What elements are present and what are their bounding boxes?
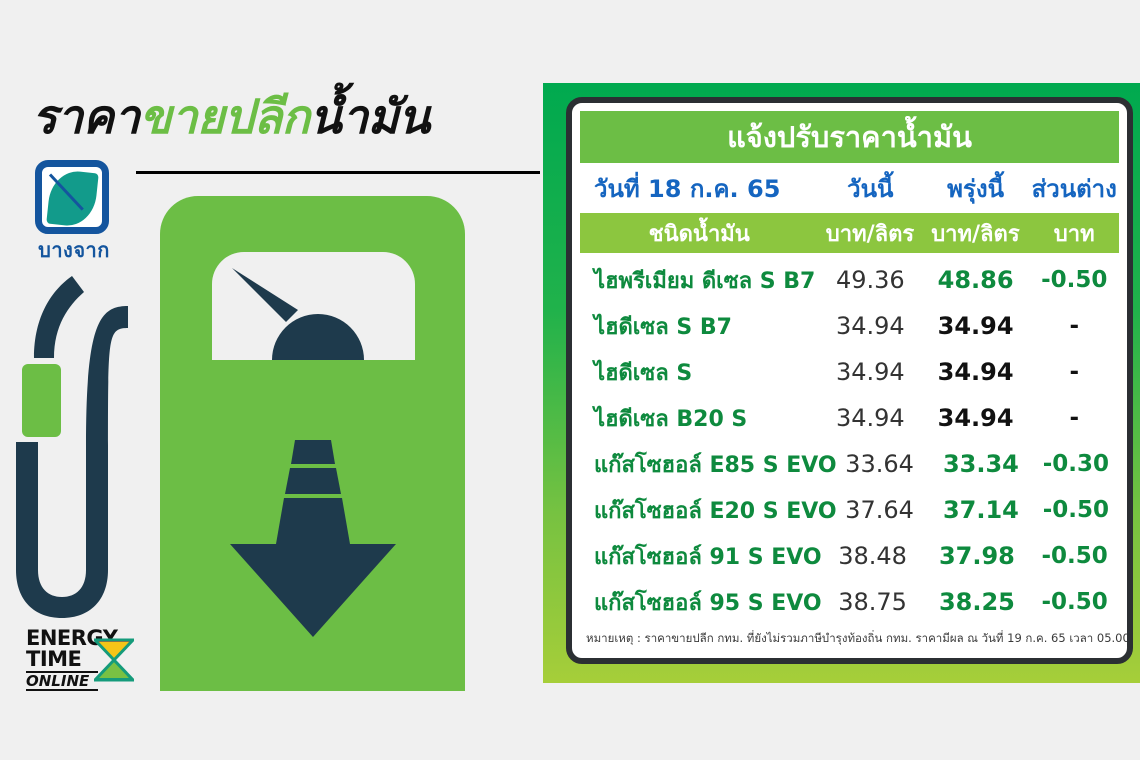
price-difference-cell: - — [1069, 313, 1079, 339]
price-difference-cell: -0.50 — [1041, 543, 1108, 569]
subheader-date: วันที่ 18 ก.ค. 65 — [594, 174, 781, 203]
tomorrow-price-cell: 37.14 — [942, 496, 1019, 524]
today-price-cell: 38.75 — [838, 588, 907, 616]
tomorrow-price-cell: 38.25 — [938, 588, 1015, 616]
fuel-type-cell: แก๊สโซฮอล์ E20 S EVO — [594, 498, 837, 524]
table-row: แก๊สโซฮอล์ E85 S EVO 33.64 33.34 -0.30 — [580, 441, 1119, 487]
fuel-nozzle-icon — [0, 270, 165, 625]
fuel-type-cell: ไฮดีเซล S — [594, 360, 693, 386]
energy-time-wordmark: ENERGY TIME ONLINE — [26, 626, 118, 691]
tomorrow-price-cell: 37.98 — [938, 542, 1015, 570]
fuel-type-cell: ไฮดีเซล B20 S — [594, 406, 748, 432]
down-arrow-icon — [230, 440, 396, 637]
header-fuel-type: ชนิดน้ำมัน — [648, 221, 750, 247]
fuel-type-cell: แก๊สโซฮอล์ 95 S EVO — [594, 590, 822, 616]
today-price-cell: 49.36 — [835, 266, 905, 294]
today-price-cell: 33.64 — [845, 450, 914, 478]
et-line-energy: ENERGY — [26, 626, 118, 650]
price-card-panel: แจ้งปรับราคาน้ำมัน วันที่ 18 ก.ค. 65 วัน… — [543, 83, 1140, 683]
subheader-tomorrow: พรุ่งนี้ — [947, 174, 1005, 203]
energy-time-online-logo: ENERGY TIME ONLINE — [26, 628, 134, 691]
tomorrow-price-cell: 48.86 — [937, 266, 1014, 294]
subheader-diff: ส่วนต่าง — [1031, 174, 1117, 203]
tomorrow-price-cell: 33.34 — [942, 450, 1019, 478]
table-row: แก๊สโซฮอล์ 91 S EVO 38.48 37.98 -0.50 — [580, 533, 1119, 579]
price-difference-cell: -0.50 — [1041, 267, 1108, 293]
price-difference-cell: -0.30 — [1042, 451, 1110, 477]
table-row: แก๊สโซฮอล์ E20 S EVO 37.64 37.14 -0.50 — [580, 487, 1119, 533]
title-divider — [136, 171, 540, 174]
table-row: ไฮพรีเมียม ดีเซล S B7 49.36 48.86 -0.50 — [580, 257, 1119, 303]
today-price-cell: 34.94 — [835, 404, 905, 432]
subheader-today: วันนี้ — [847, 174, 894, 203]
page-title-part1: ราคา — [32, 90, 140, 145]
price-card: แจ้งปรับราคาน้ำมัน วันที่ 18 ก.ค. 65 วัน… — [566, 97, 1133, 664]
pump-display-window — [212, 252, 415, 360]
today-price-cell: 34.94 — [835, 358, 905, 386]
fuel-type-cell: ไฮดีเซล S B7 — [594, 314, 732, 340]
price-difference-cell: - — [1069, 405, 1079, 431]
page-title: ราคาขายปลีกน้ำมัน — [32, 94, 430, 141]
price-table-body: ไฮพรีเมียม ดีเซล S B7 49.36 48.86 -0.50 ไฮดี… — [572, 253, 1127, 625]
tomorrow-price-cell: 34.94 — [937, 358, 1014, 386]
price-difference-cell: - — [1069, 359, 1079, 385]
et-line-time: TIME — [26, 649, 98, 673]
tomorrow-price-cell: 34.94 — [937, 312, 1014, 340]
price-difference-cell: -0.50 — [1041, 589, 1108, 615]
et-line-online: ONLINE — [26, 674, 98, 691]
tomorrow-price-cell: 34.94 — [937, 404, 1014, 432]
fuel-type-cell: แก๊สโซฮอล์ E85 S EVO — [594, 452, 837, 478]
today-price-cell: 37.64 — [845, 496, 914, 524]
table-row: แก๊สโซฮอล์ 95 S EVO 38.75 38.25 -0.50 — [580, 579, 1119, 625]
table-subheader-row: วันที่ 18 ก.ค. 65 วันนี้ พรุ่งนี้ ส่วนต่… — [572, 163, 1127, 213]
page-title-part2: ขายปลีก — [139, 90, 310, 145]
fuel-type-cell: ไฮพรีเมียม ดีเซล S B7 — [594, 268, 816, 294]
header-diff-unit: บาท — [1053, 221, 1095, 247]
fuel-type-cell: แก๊สโซฮอล์ 91 S EVO — [594, 544, 822, 570]
footnote: หมายเหตุ : ราคาขายปลีก กทม. ที่ยังไม่รวม… — [586, 631, 1133, 646]
bangchak-wordmark: บางจาก — [38, 238, 110, 262]
fuel-nozzle-svg — [16, 276, 128, 625]
hourglass-z-icon — [94, 638, 134, 682]
illustration-panel: ราคาขายปลีกน้ำมัน บางจาก — [0, 0, 540, 760]
bangchak-leaf-icon — [35, 160, 109, 234]
today-price-cell: 34.94 — [835, 312, 905, 340]
table-header-row: ชนิดน้ำมัน บาท/ลิตร บาท/ลิตร บาท — [580, 213, 1119, 253]
table-row: ไฮดีเซล B20 S 34.94 34.94 - — [580, 395, 1119, 441]
price-difference-cell: -0.50 — [1042, 497, 1110, 523]
page-title-part3: น้ำมัน — [309, 90, 431, 145]
header-tomorrow-unit: บาท/ลิตร — [931, 221, 1020, 247]
fuel-pump-graphic — [160, 196, 465, 691]
card-title: แจ้งปรับราคาน้ำมัน — [580, 111, 1119, 163]
header-today-unit: บาท/ลิตร — [825, 221, 915, 247]
today-price-cell: 38.48 — [838, 542, 907, 570]
gauge-needle-icon — [232, 268, 364, 360]
table-row: ไฮดีเซล S B7 34.94 34.94 - — [580, 303, 1119, 349]
table-row: ไฮดีเซล S 34.94 34.94 - — [580, 349, 1119, 395]
bangchak-logo: บางจาก — [31, 160, 123, 262]
